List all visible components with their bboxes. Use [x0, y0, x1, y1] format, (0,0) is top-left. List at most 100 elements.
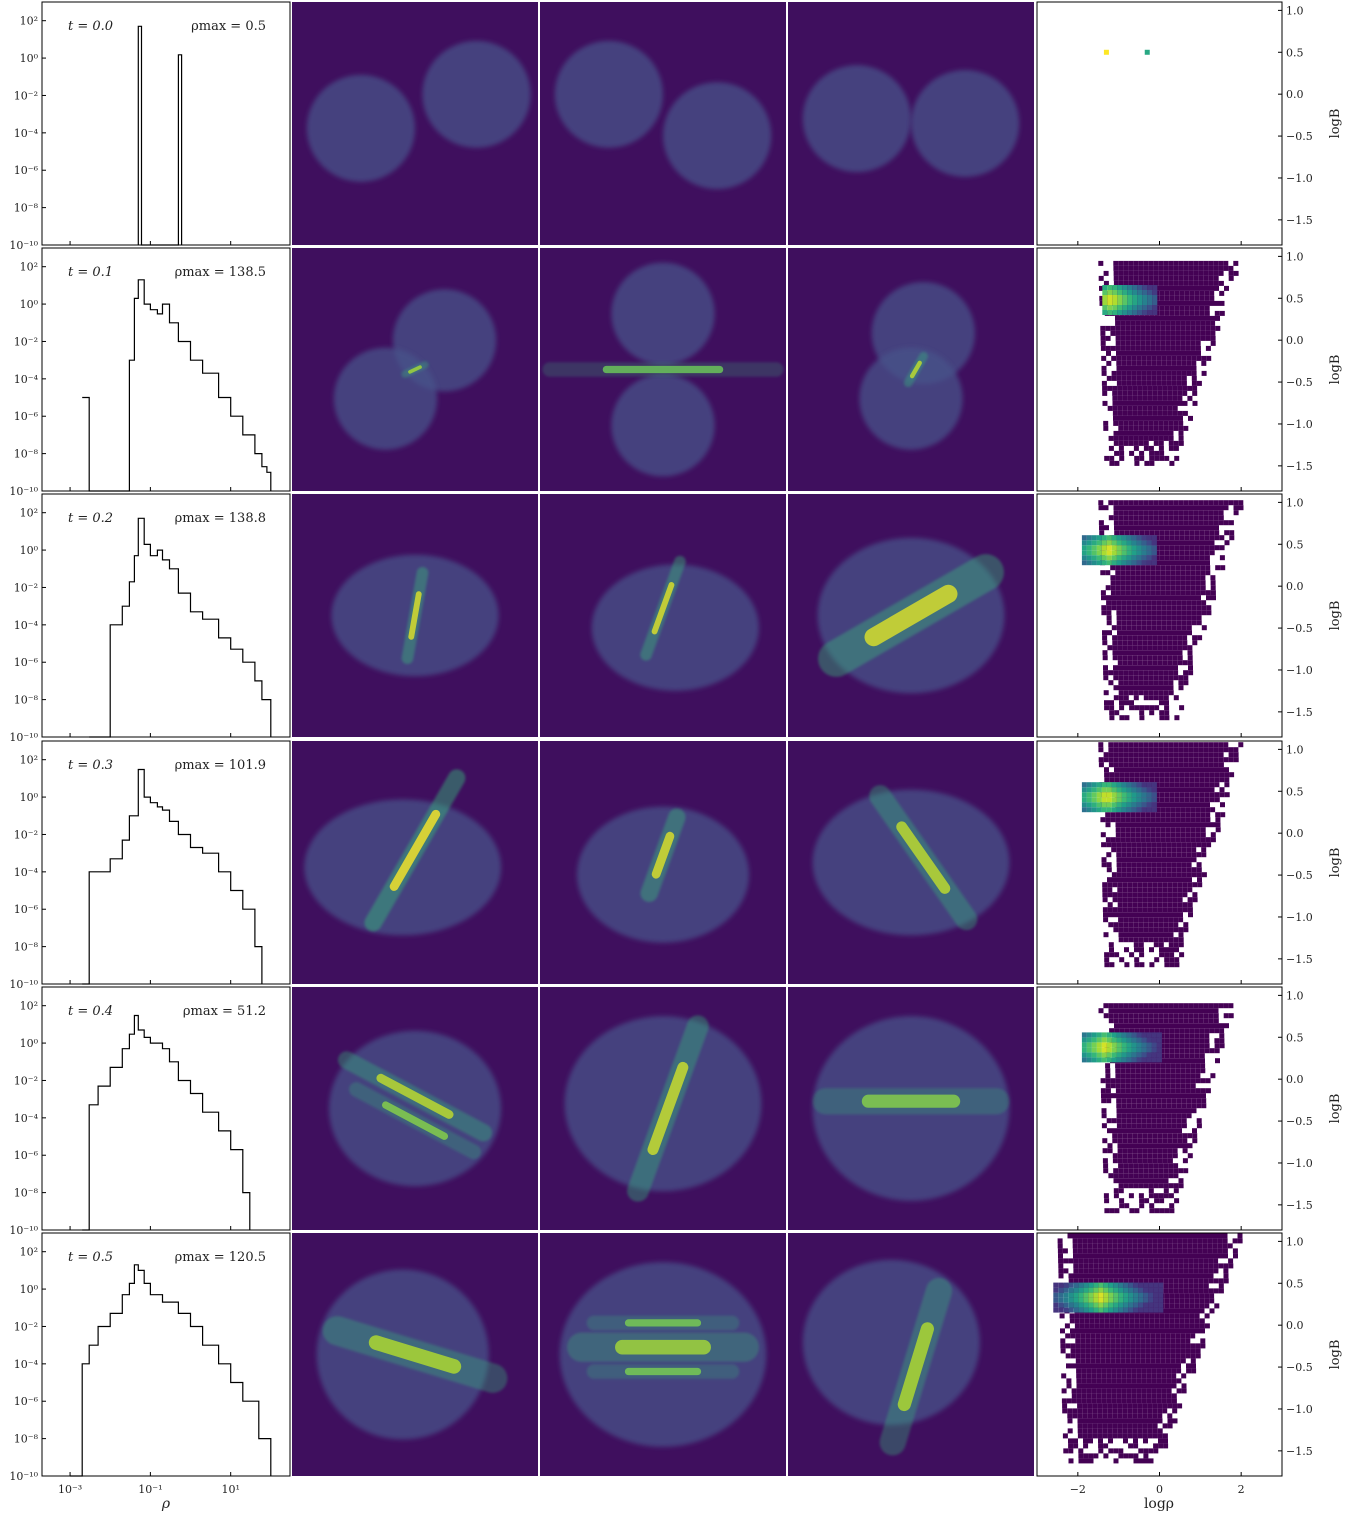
phase-bin	[1178, 515, 1184, 521]
phase-bin	[1196, 867, 1202, 873]
hist-ytick-label: 10⁻⁴	[14, 619, 39, 632]
phase-bin-hot	[1141, 550, 1147, 556]
phase-bin	[1104, 777, 1110, 783]
phase-bin	[1196, 600, 1202, 606]
phase-bin	[1133, 690, 1139, 696]
phase-bin	[1157, 1238, 1163, 1244]
phase-bin	[1131, 1093, 1136, 1099]
phase-bin	[1151, 605, 1157, 611]
phase-bin	[1211, 595, 1216, 601]
phase-bin	[1196, 852, 1202, 858]
phase-bin	[1127, 877, 1132, 883]
phase-bin	[1150, 565, 1156, 571]
phase-bin	[1063, 1448, 1069, 1454]
filament	[640, 808, 686, 902]
phase-bin	[1167, 1238, 1173, 1244]
phase-bin	[1106, 360, 1112, 366]
projection-image	[540, 248, 786, 491]
phase-bin	[1181, 1093, 1186, 1099]
phase-bin	[1115, 330, 1121, 336]
phase-bin	[1165, 1068, 1171, 1074]
phase-bin	[1132, 405, 1138, 411]
phase-bin	[1156, 872, 1162, 878]
phase-bin	[1194, 550, 1200, 556]
phase-bin	[1138, 1018, 1144, 1024]
phase-bin	[1120, 822, 1126, 828]
phase-bin	[1208, 1273, 1214, 1279]
phase-bin-hot	[1108, 1307, 1114, 1313]
phase-bin	[1157, 1143, 1163, 1149]
phase-bin	[1133, 685, 1139, 691]
phase-bin	[1159, 455, 1165, 461]
phase-bin	[1138, 1263, 1144, 1269]
phase-bin	[1116, 1373, 1122, 1379]
phase-bin	[1138, 917, 1144, 923]
phase-bin	[1140, 580, 1146, 586]
phase-bin	[1165, 1348, 1171, 1354]
phase-bin	[1137, 1423, 1143, 1429]
phase-bin-hot	[1107, 310, 1113, 315]
phase-bin	[1131, 355, 1137, 361]
phase-bin	[1155, 802, 1160, 808]
phase-bin	[1141, 615, 1147, 621]
phase-bin	[1152, 1403, 1158, 1409]
phase-bin	[1143, 275, 1149, 281]
phase-bin	[1168, 1288, 1174, 1294]
phase-bin	[1174, 1048, 1180, 1054]
phase-bin	[1122, 882, 1128, 888]
phase-bin-hot	[1126, 1032, 1132, 1038]
phase-bin	[1157, 1158, 1163, 1164]
phase-bin	[1090, 1358, 1096, 1364]
phase-bin	[1155, 812, 1161, 818]
phase-bin	[1061, 1388, 1067, 1394]
phase-bin	[1094, 1318, 1100, 1324]
projection-image	[540, 741, 786, 984]
phase-bin	[1155, 590, 1161, 596]
phase-bin	[1183, 260, 1189, 266]
phase-bin-hot	[1136, 1057, 1142, 1063]
phase-bin	[1174, 787, 1180, 793]
phase-bin	[1073, 1443, 1079, 1449]
phase-bin	[1116, 852, 1122, 858]
phase-bin	[1146, 615, 1152, 621]
phase-bin	[1116, 1393, 1122, 1399]
phase-bin	[1163, 270, 1169, 276]
phase-bin	[1196, 350, 1201, 356]
phase-bin	[1162, 1148, 1168, 1154]
phase-bin	[1130, 345, 1136, 351]
phase-bin	[1163, 690, 1169, 696]
phase-bin	[1117, 655, 1123, 661]
phase-bin	[1205, 335, 1211, 341]
phase-bin	[1183, 670, 1189, 676]
phase-bin-hot	[1156, 1032, 1162, 1038]
phase-bin	[1125, 315, 1130, 321]
phase-bin	[1113, 500, 1119, 506]
phase-bin	[1171, 370, 1177, 376]
phase-bin	[1136, 872, 1142, 878]
phase-bin-hot	[1126, 1047, 1132, 1053]
phase-bin	[1151, 370, 1157, 376]
phase-bin	[1181, 1123, 1187, 1129]
phase-bin	[1135, 320, 1141, 326]
phase-bin	[1116, 605, 1122, 611]
phase-bin	[1117, 1428, 1123, 1434]
phase-bin	[1147, 1233, 1153, 1239]
phase-bin-hot	[1053, 1307, 1059, 1313]
phase-bin	[1168, 415, 1173, 421]
phase-bin	[1124, 947, 1129, 953]
phase-bin-hot	[1081, 1052, 1087, 1058]
phase-bin	[1161, 862, 1167, 868]
phase-bin	[1086, 1373, 1092, 1379]
phase-bin	[1161, 842, 1167, 848]
phase-bin	[1123, 1263, 1129, 1269]
phase-bin	[1124, 1203, 1130, 1209]
hist-ytick-label: 10⁻⁸	[14, 448, 39, 461]
phase-bin	[1147, 1243, 1153, 1249]
phase-bin-hot	[1141, 1052, 1147, 1058]
phase-bin	[1185, 1353, 1191, 1359]
phase-bin	[1148, 747, 1154, 753]
phase-bin	[1228, 747, 1234, 753]
phase-bin	[1122, 660, 1128, 666]
phase-bin	[1123, 515, 1129, 521]
phase-bin	[1096, 1363, 1101, 1369]
